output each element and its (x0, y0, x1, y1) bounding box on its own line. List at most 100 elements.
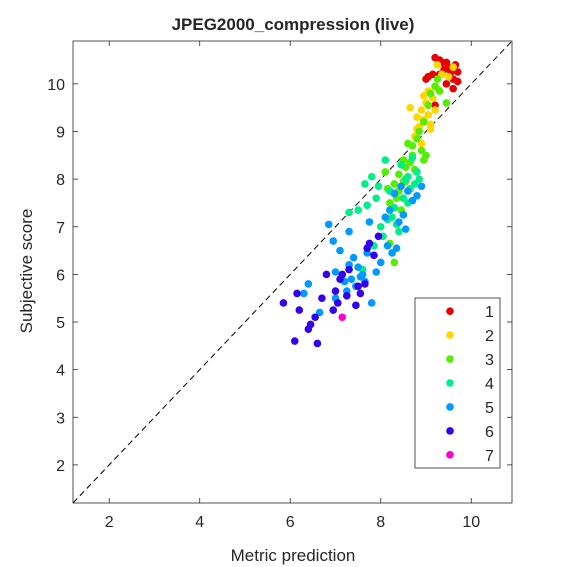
data-point (386, 206, 394, 214)
data-point (417, 146, 426, 155)
data-point (318, 294, 326, 302)
data-point (433, 75, 442, 83)
series-7 (338, 313, 347, 322)
data-point (413, 191, 421, 200)
data-point (408, 141, 417, 150)
data-point (413, 168, 421, 176)
data-point (395, 227, 403, 236)
legend-label: 4 (485, 376, 494, 393)
data-point (453, 77, 462, 86)
data-point (401, 225, 410, 233)
data-point (333, 299, 342, 307)
data-point (392, 244, 401, 252)
data-point (345, 208, 353, 217)
legend-box (414, 297, 501, 469)
legend-marker (446, 307, 454, 315)
data-point (419, 91, 428, 100)
series-6 (279, 232, 383, 348)
data-point (408, 196, 417, 205)
data-point (358, 270, 367, 279)
data-point (315, 308, 324, 317)
y-tick-label: 6 (56, 267, 65, 284)
data-point (404, 187, 412, 195)
legend-label: 7 (485, 448, 494, 465)
x-tick-label: 8 (376, 514, 385, 531)
data-point (293, 289, 301, 298)
data-point (444, 72, 453, 81)
data-point (376, 222, 385, 231)
x-tick-label: 6 (286, 514, 295, 531)
data-point (424, 111, 433, 119)
y-tick-label: 7 (56, 220, 65, 237)
data-point (372, 268, 381, 276)
data-point (442, 99, 451, 107)
data-point (354, 282, 362, 291)
data-point (300, 289, 308, 298)
data-point (331, 287, 340, 295)
data-point (338, 270, 347, 279)
data-point (433, 61, 442, 69)
data-point (322, 270, 331, 279)
data-point (363, 201, 371, 210)
data-point (419, 118, 428, 126)
data-point (426, 89, 435, 98)
data-point (329, 237, 338, 245)
data-point (413, 134, 421, 143)
data-point (449, 63, 457, 71)
data-point (431, 82, 439, 91)
data-point (374, 182, 383, 191)
data-point (356, 289, 365, 298)
data-point (290, 337, 299, 345)
data-point (424, 101, 433, 110)
data-point (345, 227, 353, 236)
y-tick-label: 2 (56, 458, 65, 475)
data-point (388, 249, 396, 257)
data-point (435, 87, 444, 95)
chart-title: JPEG2000_compression (live) (172, 15, 415, 34)
x-tick-label: 2 (105, 514, 114, 531)
legend-marker (446, 331, 454, 339)
data-point (311, 313, 319, 322)
plot-frame (72, 40, 513, 504)
data-point (390, 180, 399, 188)
data-point (370, 251, 378, 260)
data-point (399, 211, 408, 219)
data-point (331, 268, 340, 276)
data-point (336, 246, 344, 255)
y-tick-label: 5 (56, 315, 65, 332)
x-axis-label: Metric prediction (231, 546, 356, 565)
data-point (295, 306, 304, 314)
data-point (386, 199, 394, 207)
data-point (399, 194, 408, 202)
data-point (367, 172, 376, 181)
legend-label: 1 (485, 304, 494, 321)
data-point (406, 103, 414, 112)
data-point (417, 182, 426, 191)
data-point (442, 58, 451, 67)
data-point (404, 172, 412, 181)
data-point (361, 180, 369, 188)
data-point (376, 258, 385, 267)
series-4 (345, 153, 424, 274)
data-point (304, 280, 313, 288)
x-tick-label: 10 (462, 514, 480, 531)
legend-label: 5 (485, 400, 494, 417)
data-point (415, 175, 424, 183)
y-tick-label: 4 (56, 363, 65, 380)
data-point (313, 339, 322, 348)
data-point (438, 70, 446, 79)
legend-marker (446, 451, 454, 459)
data-point (415, 127, 424, 136)
data-point (413, 113, 421, 122)
y-axis-label: Subjective score (17, 209, 36, 334)
data-point (428, 70, 437, 79)
data-point (381, 168, 390, 176)
legend-marker (446, 379, 454, 387)
data-point (352, 301, 360, 310)
data-point (449, 84, 457, 93)
data-point (431, 106, 439, 114)
data-point (324, 220, 333, 229)
data-point (381, 156, 390, 164)
data-point (395, 170, 403, 179)
